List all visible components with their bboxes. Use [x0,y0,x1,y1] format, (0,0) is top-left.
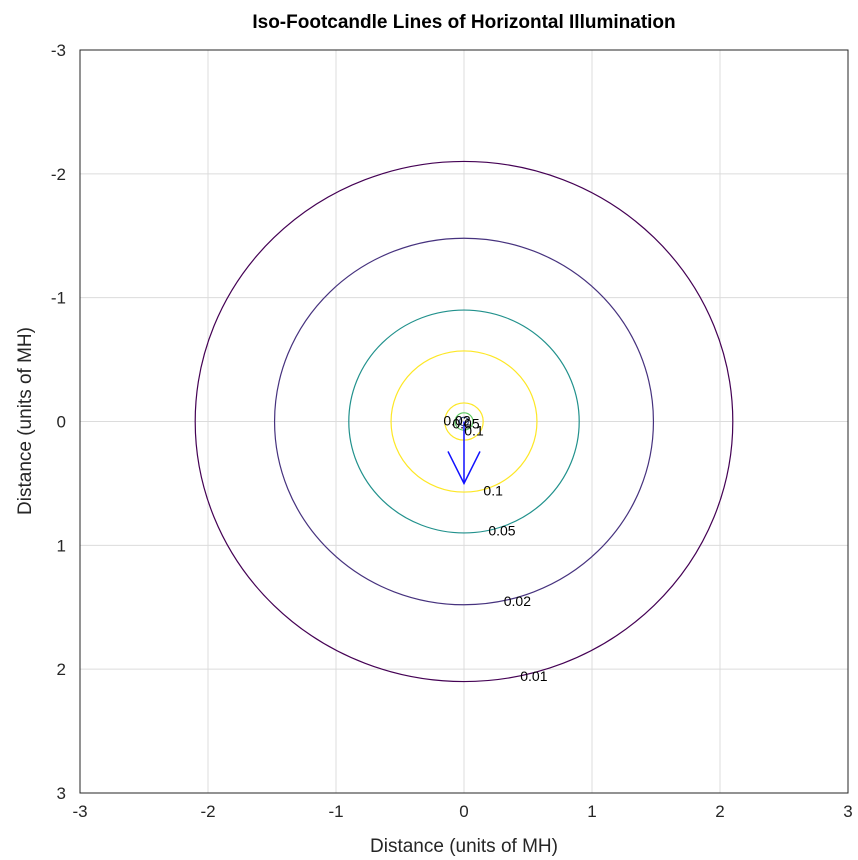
contour-label: 0.01 [520,668,547,684]
contour-0-02 [273,237,655,606]
contour-label: 0.05 [488,523,515,539]
y-tick-label: -3 [51,41,66,60]
x-tick-label: -2 [200,802,215,821]
x-tick-label: 1 [587,802,596,821]
y-tick-label: 3 [57,784,66,803]
x-tick-label: -3 [72,802,87,821]
center-contour-label: 0.1 [464,423,484,439]
contour-lines [194,160,734,683]
x-tick-label: -1 [328,802,343,821]
y-tick-label: -2 [51,165,66,184]
contour-label: 0.1 [483,483,503,499]
center-contour-label: 0.02 [443,413,470,429]
contour-0-05 [348,309,580,534]
y-axis-label: Distance (units of MH) [15,327,36,515]
tick-labels: -3 -2 -1 0 1 2 3 -3 -2 -1 0 1 2 3 [51,41,853,821]
x-axis-label: Distance (units of MH) [370,836,558,857]
x-tick-label: 0 [459,802,468,821]
contour-0-1 [390,350,538,493]
y-tick-label: -1 [51,289,66,308]
chart-title: Iso-Footcandle Lines of Horizontal Illum… [252,12,675,33]
contour-labels: 0.010.020.050.10.020.050.1 [443,413,547,684]
center-contour-label: 0.05 [452,416,479,432]
contour-0-01 [194,160,734,683]
contour-label: 0.02 [504,593,531,609]
y-tick-label: 0 [57,413,66,432]
y-tick-label: 2 [57,660,66,679]
x-tick-label: 2 [715,802,724,821]
direction-arrow [447,421,481,486]
plot-frame [79,49,849,794]
y-tick-label: 1 [57,536,66,555]
x-tick-label: 3 [843,802,852,821]
arrow-head [447,451,481,486]
